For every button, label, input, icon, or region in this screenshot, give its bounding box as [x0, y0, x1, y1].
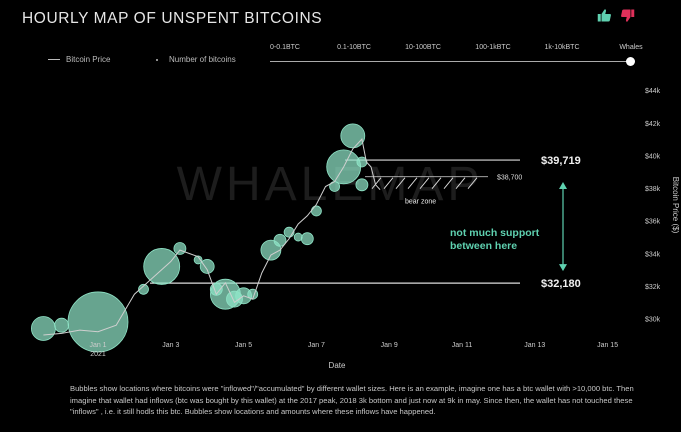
slider-option-3[interactable]: 100-1kBTC — [475, 44, 511, 51]
x-tick-label: Jan 13 — [524, 342, 545, 349]
x-tick-label: Jan 5 — [235, 342, 252, 349]
y-tick-label: $36k — [645, 219, 661, 226]
y-tick-label: $44k — [645, 88, 661, 95]
bear-zone-hatch — [419, 177, 430, 189]
inflow-bubble — [355, 178, 369, 192]
x-tick-label: Jan 9 — [381, 342, 398, 349]
bear-zone-hatch — [443, 177, 454, 189]
bear-zone-hatch — [383, 177, 394, 189]
legend-bubbles-label: Number of bitcoins — [169, 55, 236, 64]
y-tick-label: $42k — [645, 121, 661, 128]
legend-price: Bitcoin Price — [48, 55, 110, 64]
footnote: Bubbles show locations where bitcoins we… — [70, 384, 634, 416]
inflow-bubble — [67, 291, 129, 353]
support-label: $32,180 — [541, 278, 581, 290]
range-arrow-head-bottom — [559, 264, 567, 272]
slider-handle[interactable] — [626, 57, 635, 66]
bear-zone-hatch — [395, 177, 406, 189]
bear-zone-hatch — [455, 177, 466, 189]
bear-zone-label: bear zone — [405, 199, 436, 206]
legend-price-label: Bitcoin Price — [66, 55, 111, 64]
y-axis: $30k $32k $34k $36k $38k $40k $42k $44k — [645, 88, 661, 324]
thumbs-down-icon[interactable] — [620, 8, 635, 26]
slider-option-1[interactable]: 0.1-10BTC — [337, 44, 371, 51]
inflow-bubble — [143, 248, 181, 285]
x-axis-label: Date — [329, 361, 346, 370]
annotations: $39,719 $32,180 $38,700 bear zone not much s… — [150, 155, 581, 290]
thumbs-down-icon-svg — [621, 9, 635, 22]
support-note-line1: not much support — [450, 227, 540, 239]
legend-bubbles: Number of bitcoins — [156, 55, 236, 64]
x-tick-label: Jan 15 — [597, 342, 618, 349]
support-note-line2: between here — [450, 240, 517, 252]
x-tick-label: Jan 1 2021 — [89, 342, 106, 358]
bubbles-layer — [31, 123, 369, 353]
bear-zone-hatch — [431, 177, 442, 189]
range-arrow-head-top — [559, 182, 567, 190]
slider-option-2[interactable]: 10-100BTC — [405, 44, 441, 51]
bear-zone-hatch — [371, 177, 382, 189]
slider-track[interactable] — [270, 61, 631, 62]
slider-option-0[interactable]: 0-0.1BTC — [270, 44, 300, 51]
inflow-bubble — [173, 242, 187, 255]
y-tick-label: $40k — [645, 153, 661, 160]
bear-zone-hatch — [467, 177, 478, 189]
slider-option-4[interactable]: 1k-10kBTC — [544, 44, 580, 51]
inflow-bubble — [138, 283, 149, 295]
inflow-bubble — [199, 259, 215, 274]
x-axis: Jan 1 2021 Jan 3 Jan 5 Jan 7 Jan 9 Jan 11 Jan 1… — [89, 342, 618, 358]
inflow-bubble — [310, 205, 322, 217]
slider-option-5[interactable]: Whales — [619, 44, 643, 51]
y-tick-label: $34k — [645, 251, 661, 258]
inflow-bubble — [193, 255, 203, 265]
legend-line-icon — [48, 59, 60, 61]
legend-dot-icon — [156, 58, 158, 61]
thumbs-up-icon-svg — [597, 9, 611, 22]
page-title: HOURLY MAP OF UNSPENT BITCOINS — [22, 10, 323, 27]
bear-level-label: $38,700 — [497, 175, 522, 182]
price-line — [43, 138, 381, 336]
y-tick-label: $30k — [645, 317, 661, 324]
y-tick-label: $32k — [645, 284, 661, 291]
resistance-label: $39,719 — [541, 155, 581, 167]
thumbs-up-icon[interactable] — [597, 8, 612, 26]
inflow-bubble — [340, 123, 366, 149]
x-tick-label: Jan 3 — [162, 342, 179, 349]
y-tick-label: $38k — [645, 186, 661, 193]
inflow-bubble — [31, 316, 56, 341]
inflow-bubble — [300, 232, 314, 246]
inflow-bubble — [293, 232, 303, 242]
inflow-bubble — [273, 233, 287, 247]
inflow-bubble — [54, 317, 69, 333]
bear-zone-hatch — [407, 177, 418, 189]
y-axis-label: Bitcoin Price ($) — [671, 177, 680, 234]
x-tick-label: Jan 11 — [452, 342, 473, 349]
x-tick-label: Jan 7 — [308, 342, 325, 349]
